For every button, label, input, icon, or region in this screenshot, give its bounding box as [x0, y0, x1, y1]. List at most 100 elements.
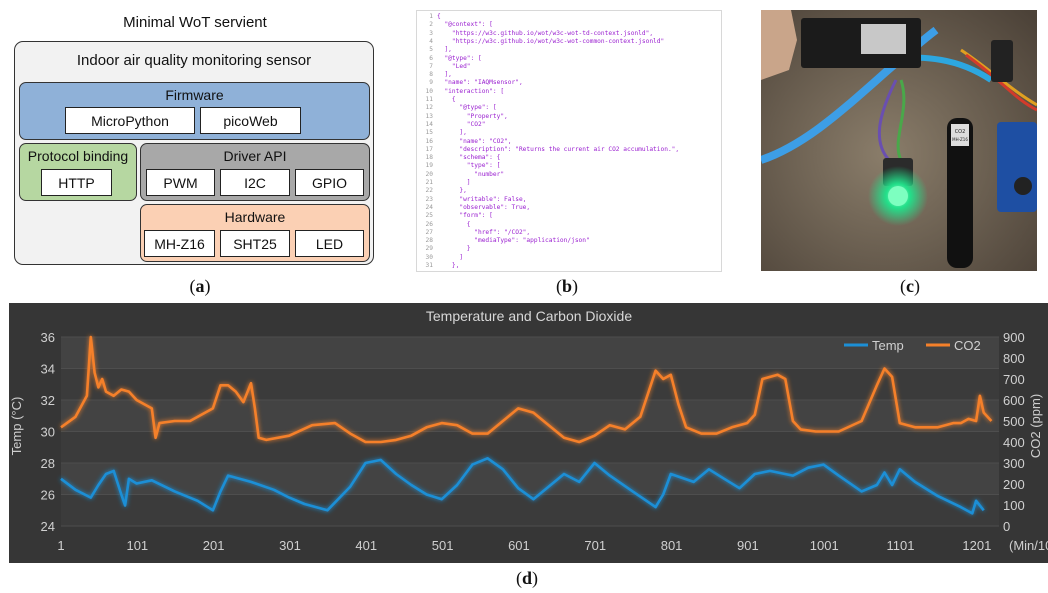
x-axis-label: (Min/10) — [1009, 538, 1048, 553]
code-text: "https://w3c.github.io/wot/w3c-wot-commo… — [437, 37, 665, 45]
y2-tick-label: 700 — [1003, 372, 1025, 387]
code-line: 15 ], — [417, 129, 721, 137]
y2-tick-label: 500 — [1003, 414, 1025, 429]
code-line: 30 ] — [417, 254, 721, 262]
code-text: "name": "CO2", — [437, 137, 512, 145]
hardware-layer: Hardware MH-Z16 SHT25 LED — [140, 204, 370, 262]
line-number: 17 — [425, 145, 433, 153]
line-number: 18 — [425, 154, 433, 162]
x-tick-label: 101 — [126, 538, 148, 553]
line-number: 5 — [429, 46, 433, 54]
code-text: "observable": True, — [437, 203, 531, 211]
code-line: 13 "Property", — [417, 112, 721, 121]
x-tick-label: 1 — [57, 538, 64, 553]
code-text: "@type": [ — [437, 104, 497, 112]
code-line: 17 "description": "Returns the current a… — [417, 145, 721, 154]
pwm-chip: PWM — [146, 169, 215, 196]
temperature-co2-chart: Temperature and Carbon Dioxide 24 26 28 30 3… — [9, 303, 1048, 563]
code-text: ], — [437, 46, 452, 54]
code-line: 9 "name": "IAQMsensor", — [417, 79, 721, 87]
grid-band — [61, 337, 999, 369]
y-axis-label: Temp (°C) — [9, 397, 24, 456]
co2-sensor-label — [951, 124, 969, 146]
x-tick-label: 201 — [203, 538, 225, 553]
y2-axis-label: CO2 (ppm) — [1028, 394, 1043, 458]
code-line: 16 "name": "CO2", — [417, 137, 721, 146]
mh-z16-chip: MH-Z16 — [144, 230, 215, 257]
code-line: 2 "@context": [ — [417, 21, 721, 29]
x-tick-label: 901 — [737, 538, 759, 553]
caption-a: (a) — [189, 276, 211, 296]
y-tick-label: 36 — [41, 330, 55, 345]
code-line: 29 } — [417, 245, 721, 253]
line-number: 4 — [429, 37, 433, 45]
x-tick-label: 501 — [432, 538, 454, 553]
y2-tick-label: 400 — [1003, 435, 1025, 450]
line-number: 21 — [425, 179, 433, 186]
x-tick-label: 801 — [661, 538, 683, 553]
code-line: 4 "https://w3c.github.io/wot/w3c-wot-com… — [417, 37, 721, 46]
line-number: 22 — [425, 187, 433, 195]
code-text: "number" — [437, 170, 505, 178]
y2-tick-label: 100 — [1003, 498, 1025, 513]
connector — [991, 40, 1013, 82]
code-text: "href": "/CO2", — [437, 228, 531, 236]
grid-band — [61, 431, 999, 463]
legend-label: Temp — [872, 338, 904, 353]
driver-api-layer: Driver API PWM I2C GPIO — [140, 143, 370, 201]
caption-b: (b) — [555, 276, 578, 296]
picoweb-chip: picoWeb — [200, 107, 301, 134]
line-number: 13 — [425, 112, 433, 120]
co2-sensor-body — [947, 118, 973, 268]
line-number: 8 — [429, 71, 433, 79]
code-text: "@context": [ — [437, 21, 493, 29]
code-line: 26 { — [417, 221, 721, 229]
x-tick-label: 301 — [279, 538, 301, 553]
http-chip: HTTP — [41, 169, 112, 196]
line-number: 29 — [425, 245, 433, 253]
protocol-binding-title: Protocol binding — [27, 148, 129, 164]
code-line: 27 "href": "/CO2", — [417, 228, 721, 237]
code-line: 6 "@type": [ — [417, 55, 721, 63]
code-text: "https://w3c.github.io/wot/w3c-wot-td-co… — [437, 29, 654, 37]
code-text: "form": [ — [437, 212, 493, 220]
code-text: "schema": { — [437, 154, 501, 162]
hand-shape — [761, 10, 797, 80]
line-number: 27 — [425, 228, 433, 236]
code-line: 5 ], — [417, 46, 721, 54]
code-line: 19 "type": [ — [417, 162, 721, 170]
co2-series-line — [60, 335, 993, 444]
code-line: 31 }, — [417, 262, 721, 270]
x-tick-label: 601 — [508, 538, 530, 553]
co2-sensor-sublabel-text: MH-Z16 — [952, 137, 968, 142]
y2-tick-label: 0 — [1003, 519, 1010, 534]
sht25-chip: SHT25 — [220, 230, 290, 257]
code-text: { — [437, 13, 441, 20]
protocol-binding-layer: Protocol binding HTTP — [19, 143, 137, 201]
line-number: 28 — [425, 237, 433, 245]
line-number: 16 — [425, 137, 433, 145]
grid-band — [61, 368, 999, 400]
hardware-title: Hardware — [224, 209, 286, 225]
x-tick-label: 1201 — [962, 538, 991, 553]
line-number: 12 — [425, 104, 433, 112]
driver-api-title: Driver API — [223, 148, 287, 164]
code-text: ] — [437, 179, 471, 186]
code-text: "interaction": [ — [437, 87, 505, 95]
code-text: "CO2" — [437, 120, 486, 128]
code-line: 1{ — [417, 13, 721, 21]
line-number: 15 — [425, 129, 433, 137]
code-line: 8 ], — [417, 71, 721, 79]
temp-series-line — [60, 457, 985, 515]
firmware-layer: Firmware MicroPython picoWeb — [19, 82, 370, 140]
code-text: { — [437, 96, 456, 103]
caption-c: (c) — [900, 276, 920, 296]
led-chip: LED — [295, 230, 364, 257]
code-line: 22 }, — [417, 187, 721, 195]
grid-band — [61, 494, 999, 526]
led-bulb — [888, 186, 908, 206]
line-number: 2 — [429, 21, 433, 29]
green-wire — [896, 79, 906, 161]
esp32-shield — [861, 24, 906, 54]
y2-tick-label: 200 — [1003, 477, 1025, 492]
